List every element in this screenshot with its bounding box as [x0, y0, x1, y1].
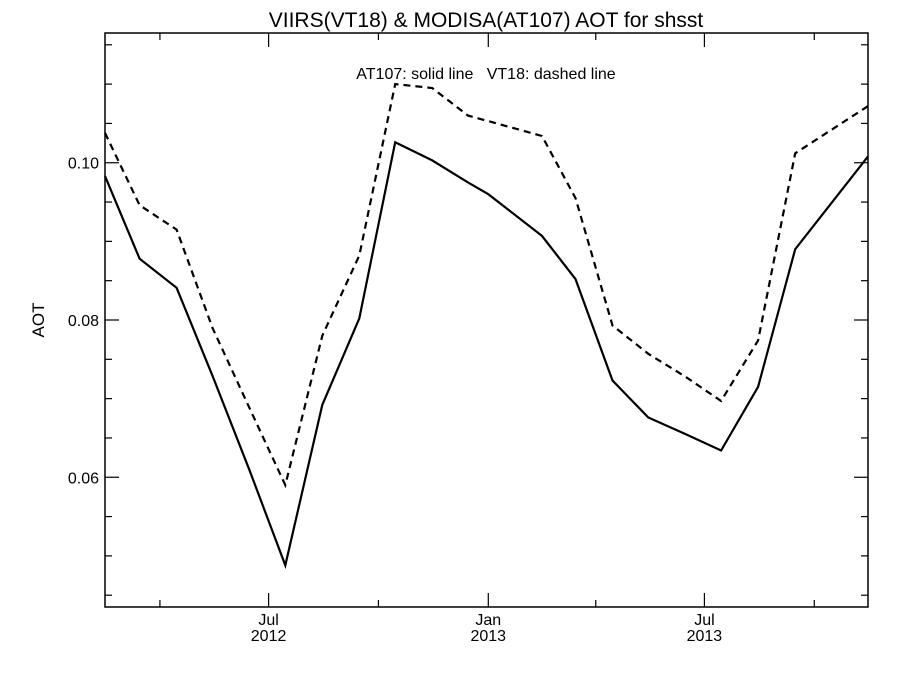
- x-tick-label-year: 2012: [251, 628, 287, 645]
- series-legend-annotation: AT107: solid line VT18: dashed line: [356, 66, 616, 83]
- y-tick-label: 0.10: [68, 156, 99, 173]
- y-tick-label: 0.08: [68, 313, 99, 330]
- series-layer: [103, 82, 869, 570]
- x-tick-label-month: Jan: [475, 612, 501, 629]
- x-tick-label-month: Jul: [258, 612, 278, 629]
- series-line-dashed: [104, 82, 869, 489]
- series-line-solid: [103, 140, 869, 570]
- x-tick-label-year: 2013: [687, 628, 723, 645]
- x-tick-label-year: 2013: [470, 628, 506, 645]
- y-axis-label: AOT: [29, 303, 48, 338]
- chart-title: VIIRS(VT18) & MODISA(AT107) AOT for shss…: [269, 9, 704, 32]
- x-tick-label-month: Jul: [694, 612, 714, 629]
- axis-ticks: [105, 33, 868, 607]
- y-tick-label: 0.06: [68, 470, 99, 487]
- plot-frame: [104, 32, 869, 608]
